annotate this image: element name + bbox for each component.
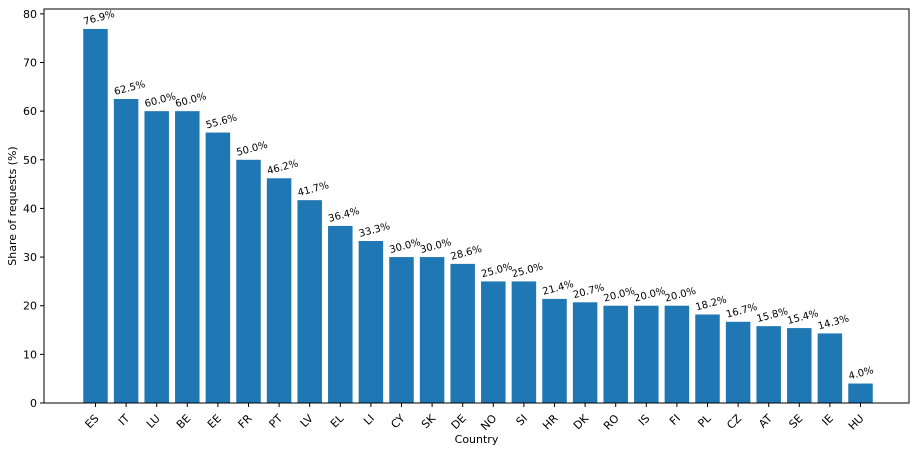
bar-IT [113, 98, 139, 404]
bar-FR [236, 159, 261, 403]
bar-IE [817, 333, 843, 403]
data-label-DE: 28.6% [450, 244, 484, 263]
x-tick-label: FR [236, 412, 255, 431]
data-label-NO: 25.0% [480, 261, 514, 280]
data-label-FI: 20.0% [664, 286, 698, 305]
data-label-FR: 50.0% [235, 140, 269, 159]
data-label-CZ: 16.7% [725, 302, 759, 321]
bar-PL [695, 314, 720, 403]
bar-FI [664, 305, 690, 403]
y-tick-label: 50 [23, 154, 37, 167]
data-label-BE: 60.0% [174, 91, 208, 110]
data-label-HU: 4.0% [847, 365, 874, 382]
bar-EE [205, 132, 231, 404]
bar-PT [266, 178, 292, 403]
x-tick-label: LV [298, 412, 316, 430]
bar-DK [572, 302, 598, 403]
y-tick-label: 80 [23, 8, 37, 21]
bar-HR [542, 298, 567, 403]
bar-LV [297, 200, 322, 403]
bar-CY [389, 257, 414, 403]
data-label-IT: 62.5% [113, 79, 147, 98]
bar-DE [450, 263, 475, 403]
x-tick-label: CZ [724, 412, 744, 432]
x-tick-label: EL [328, 411, 347, 430]
data-label-RO: 20.0% [603, 286, 637, 305]
data-label-PL: 18.2% [694, 295, 728, 314]
bar-CZ [725, 321, 751, 403]
x-tick-label: LI [361, 412, 377, 428]
bar-LI [358, 241, 384, 403]
data-label-LV: 41.7% [297, 180, 331, 199]
bar-SI [511, 281, 537, 403]
x-tick-label: SI [514, 412, 530, 428]
plot-frame [43, 8, 910, 404]
x-tick-label: AT [756, 412, 775, 431]
x-tick-label: BE [174, 412, 193, 431]
x-tick-label: PL [695, 411, 714, 430]
data-label-EL: 36.4% [327, 206, 361, 225]
x-tick-label: EE [205, 412, 224, 431]
y-tick-label: 20 [23, 300, 37, 313]
data-label-HR: 21.4% [541, 279, 575, 298]
y-tick-label: 60 [23, 105, 37, 118]
data-label-PT: 46.2% [266, 158, 300, 177]
bar-SK [419, 257, 445, 403]
x-axis-title: Country [455, 433, 499, 446]
y-axis: 0 10 20 30 40 50 60 70 80 [23, 8, 44, 410]
data-label-DK: 20.7% [572, 282, 606, 301]
bar-LU [144, 111, 169, 404]
x-tick-label: NO [478, 412, 499, 433]
bar-NO [481, 281, 506, 403]
data-label-AT: 15.8% [756, 306, 790, 325]
x-tick-label: SE [786, 412, 805, 431]
data-label-SE: 15.4% [786, 308, 820, 327]
x-tick-label: HR [540, 412, 561, 433]
data-label-EE: 55.6% [205, 113, 239, 132]
x-tick-label: IT [116, 412, 132, 428]
chart-marks: 76.9%62.5%60.0%60.0%55.6%50.0%46.2%41.7%… [82, 9, 875, 404]
y-tick-label: 70 [23, 57, 37, 70]
x-axis: ES IT LU BE EE FR PT LV EL LI CY SK DE NO SI HR DK RO IS FI… [83, 403, 867, 433]
x-tick-label: PT [267, 412, 286, 431]
y-tick-label: 40 [23, 202, 37, 215]
bar-ES [83, 28, 108, 403]
x-tick-label: RO [601, 412, 622, 433]
x-tick-label: LU [144, 412, 163, 431]
x-tick-label: CY [388, 412, 407, 431]
data-label-ES: 76.9% [82, 9, 116, 28]
bar-RO [603, 305, 628, 403]
data-label-SI: 25.0% [511, 261, 545, 280]
data-label-IS: 20.0% [633, 286, 667, 305]
y-tick-label: 30 [23, 251, 37, 264]
bar-HU [848, 383, 873, 403]
y-tick-label: 10 [23, 348, 37, 361]
data-label-IE: 14.3% [817, 313, 851, 332]
bar-EL [328, 225, 353, 403]
x-tick-label: ES [83, 412, 102, 431]
x-tick-label: HU [846, 412, 867, 433]
x-tick-label: IE [820, 412, 836, 428]
y-tick-label: 0 [30, 397, 37, 410]
data-label-CY: 30.0% [388, 237, 422, 256]
bar-IS [634, 305, 659, 403]
data-label-SK: 30.0% [419, 237, 453, 256]
x-tick-label: SK [419, 411, 439, 431]
x-tick-label: FI [667, 412, 683, 428]
data-label-LU: 60.0% [144, 91, 178, 110]
x-tick-label: IS [636, 412, 652, 428]
x-tick-label: DE [449, 412, 469, 432]
bar-AT [756, 326, 781, 403]
bar-BE [175, 111, 200, 404]
data-label-LI: 33.3% [358, 221, 392, 240]
x-tick-label: DK [571, 411, 592, 432]
y-axis-title: Share of requests (%) [6, 146, 19, 265]
bar-SE [787, 328, 812, 403]
